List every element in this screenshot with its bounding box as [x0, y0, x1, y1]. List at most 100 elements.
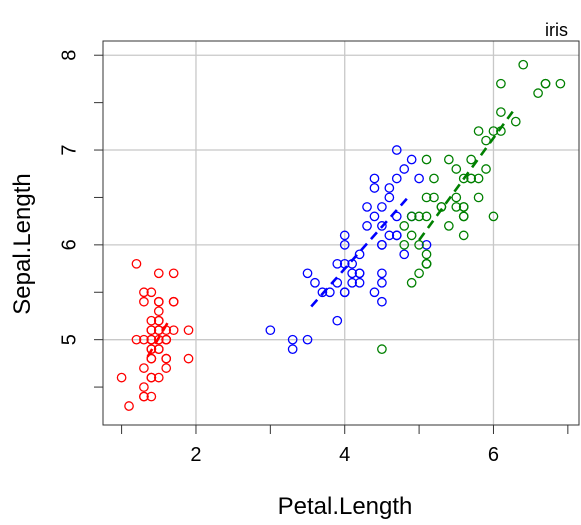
data-point: [399, 240, 410, 250]
data-point: [369, 173, 380, 184]
data-point: [139, 391, 149, 402]
y-tick-label: 8: [58, 50, 80, 61]
data-point: [414, 268, 424, 279]
x-tick-label: 2: [190, 444, 201, 466]
data-point: [168, 268, 179, 279]
data-point: [406, 154, 417, 165]
data-point: [391, 211, 402, 222]
data-point: [146, 334, 157, 345]
data-point: [168, 325, 179, 336]
data-point: [391, 173, 402, 184]
data-point: [406, 277, 417, 288]
data-point: [451, 202, 462, 212]
data-point: [369, 211, 380, 222]
plot-frame: [102, 40, 580, 426]
data-point: [391, 230, 402, 241]
data-point: [391, 145, 402, 155]
data-point: [377, 277, 387, 288]
data-point: [265, 325, 276, 336]
data-point: [488, 126, 499, 136]
data-point: [555, 78, 566, 89]
data-point: [481, 164, 491, 174]
data-point: [139, 287, 149, 298]
data-point: [161, 334, 172, 345]
regression-lines: [146, 106, 517, 358]
data-point: [146, 315, 157, 326]
data-point: [139, 363, 149, 373]
regression-line: [418, 106, 517, 241]
data-point: [384, 192, 395, 203]
data-point: [399, 221, 410, 231]
data-point: [451, 164, 462, 174]
y-axis-label: Sepal.Length: [9, 173, 36, 314]
data-point: [384, 230, 395, 241]
data-point: [153, 296, 164, 307]
data-point: [451, 192, 462, 203]
data-point: [429, 173, 439, 184]
data-point: [153, 315, 164, 326]
data-point: [146, 287, 157, 298]
data-point: [369, 287, 380, 298]
data-point: [421, 211, 432, 222]
data-point: [377, 296, 387, 307]
data-point: [377, 221, 387, 231]
data-point: [354, 268, 365, 279]
data-point: [414, 173, 424, 184]
data-point: [406, 230, 417, 241]
data-point: [377, 202, 387, 212]
data-point: [161, 353, 172, 364]
data-point: [414, 240, 424, 250]
data-point: [324, 287, 335, 298]
data-point: [473, 192, 484, 203]
data-point: [399, 164, 410, 174]
data-point: [406, 211, 417, 222]
data-point: [332, 258, 343, 269]
y-tick-label: 7: [58, 144, 80, 155]
data-point: [146, 344, 157, 354]
data-point: [339, 240, 350, 250]
data-point: [153, 325, 164, 336]
data-point: [161, 325, 172, 336]
data-point: [362, 202, 372, 212]
data-point: [317, 287, 328, 298]
x-tick-label: 4: [339, 444, 350, 466]
data-point: [332, 277, 343, 288]
data-point: [443, 154, 454, 165]
data-point: [168, 296, 179, 307]
x-tick-label: 6: [488, 444, 499, 466]
data-point: [139, 296, 149, 307]
data-point: [183, 353, 194, 364]
data-point: [339, 287, 350, 298]
regression-line: [310, 196, 409, 308]
data-point: [153, 268, 164, 279]
data-point: [131, 258, 142, 269]
data-point: [421, 240, 432, 250]
data-point: [302, 268, 313, 279]
data-point: [488, 211, 499, 222]
y-axis: 5 6 7 8: [58, 50, 103, 388]
data-point: [399, 249, 410, 260]
data-point: [377, 344, 387, 354]
data-point: [466, 173, 477, 184]
data-point: [332, 315, 343, 326]
data-point: [377, 268, 387, 279]
data-points: [116, 59, 566, 411]
data-point: [153, 372, 164, 383]
data-point: [146, 325, 157, 336]
data-point: [496, 107, 506, 117]
data-point: [153, 334, 164, 345]
data-point: [287, 334, 298, 345]
data-point: [354, 277, 365, 288]
data-point: [347, 268, 358, 279]
data-point: [146, 353, 157, 364]
data-point: [443, 221, 454, 231]
data-point: [146, 372, 157, 383]
data-point: [287, 344, 298, 354]
data-point: [458, 211, 469, 222]
y-tick-label: 5: [58, 334, 80, 345]
x-axis: 2 4 6: [121, 425, 569, 466]
data-point: [481, 135, 491, 146]
data-point: [139, 382, 149, 392]
data-point: [496, 126, 506, 136]
data-point: [362, 221, 372, 231]
